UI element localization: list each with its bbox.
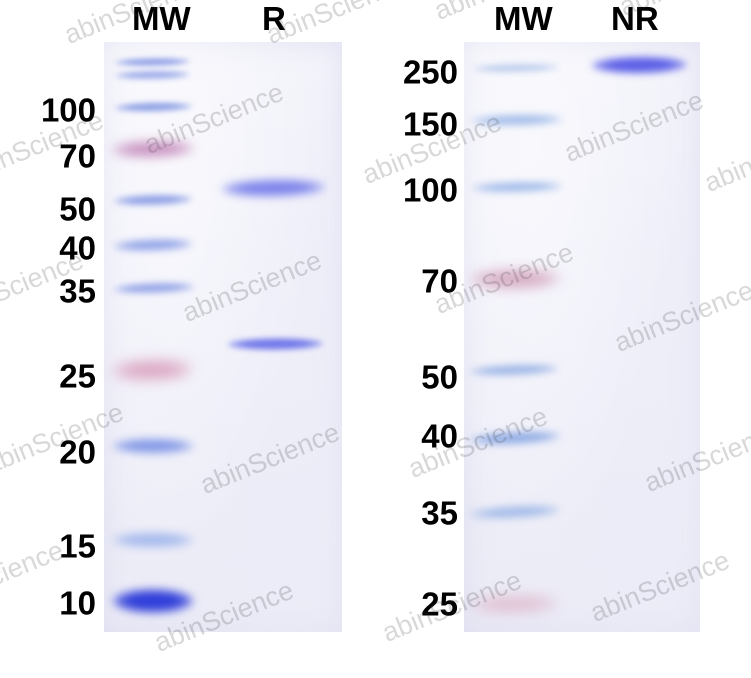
watermark-text: abinScience [700, 114, 751, 198]
mw-marker-label-25-right-panel: 25 [421, 585, 458, 623]
mw-marker-label-35-left-panel: 35 [59, 272, 96, 310]
mw-marker-label-70-right-panel: 70 [421, 262, 458, 300]
mw-marker-label-40-right-panel: 40 [421, 417, 458, 455]
mw-marker-label-100-right-panel: 100 [402, 171, 458, 209]
mw-marker-label-250-right-panel: 250 [402, 53, 458, 91]
mw-marker-label-15-left-panel: 15 [59, 527, 96, 565]
lane-header-mw-left-panel: MW [132, 0, 191, 37]
lane-header-sample-right-panel: NR [611, 0, 659, 37]
mw-marker-label-150-right-panel: 150 [402, 105, 458, 143]
mw-marker-label-20-left-panel: 20 [59, 433, 96, 471]
mw-marker-label-100-left-panel: 100 [40, 91, 96, 129]
mw-marker-label-40-left-panel: 40 [59, 229, 96, 267]
mw-marker-label-35-right-panel: 35 [421, 494, 458, 532]
non-reduced-gel-panel [464, 42, 700, 632]
mw-marker-label-50-left-panel: 50 [59, 190, 96, 228]
mw-marker-label-50-right-panel: 50 [421, 358, 458, 396]
lane-header-mw-right-panel: MW [494, 0, 553, 37]
mw-marker-label-25-left-panel: 25 [59, 357, 96, 395]
lane-header-sample-left-panel: R [262, 0, 286, 37]
mw-marker-label-10-left-panel: 10 [59, 584, 96, 622]
mw-marker-label-70-left-panel: 70 [59, 137, 96, 175]
